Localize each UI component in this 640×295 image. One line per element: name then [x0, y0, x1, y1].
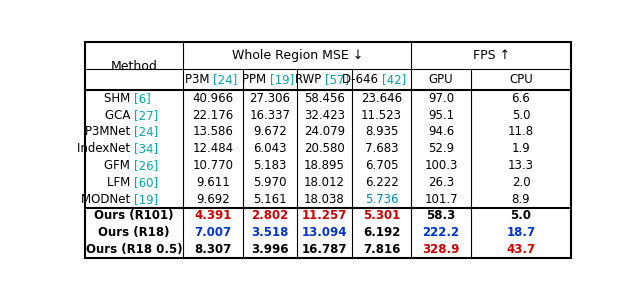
Text: 8.935: 8.935 — [365, 125, 398, 138]
Text: 52.9: 52.9 — [428, 142, 454, 155]
Text: 10.770: 10.770 — [193, 159, 234, 172]
Text: 9.611: 9.611 — [196, 176, 230, 189]
Text: 8.307: 8.307 — [195, 243, 232, 256]
Text: CPU: CPU — [509, 73, 533, 86]
Text: IndexNet: IndexNet — [77, 142, 134, 155]
Text: 101.7: 101.7 — [424, 193, 458, 206]
Text: [57]: [57] — [324, 73, 349, 86]
Text: 7.683: 7.683 — [365, 142, 398, 155]
Text: FPS ↑: FPS ↑ — [472, 49, 509, 62]
Text: GPU: GPU — [429, 73, 453, 86]
Text: 3.996: 3.996 — [252, 243, 289, 256]
Text: 5.0: 5.0 — [511, 209, 531, 222]
Text: Method: Method — [111, 60, 157, 73]
Text: 11.8: 11.8 — [508, 125, 534, 138]
Text: [34]: [34] — [134, 142, 158, 155]
Text: 5.0: 5.0 — [512, 109, 530, 122]
Text: 40.966: 40.966 — [193, 92, 234, 105]
Text: 16.787: 16.787 — [302, 243, 348, 256]
Text: 6.192: 6.192 — [363, 226, 400, 239]
Text: P3M: P3M — [185, 73, 213, 86]
Text: [27]: [27] — [134, 109, 158, 122]
Text: 11.257: 11.257 — [302, 209, 348, 222]
Text: 94.6: 94.6 — [428, 125, 454, 138]
Text: 58.3: 58.3 — [426, 209, 456, 222]
Text: [42]: [42] — [381, 73, 406, 86]
Text: 5.301: 5.301 — [363, 209, 400, 222]
Text: [24]: [24] — [213, 73, 237, 86]
Text: 6.043: 6.043 — [253, 142, 287, 155]
Text: 5.183: 5.183 — [253, 159, 287, 172]
Text: 22.176: 22.176 — [192, 109, 234, 122]
Text: 13.586: 13.586 — [193, 125, 234, 138]
Text: D-646: D-646 — [342, 73, 381, 86]
Text: Ours (R18 0.5): Ours (R18 0.5) — [86, 243, 182, 256]
Text: 18.038: 18.038 — [304, 193, 345, 206]
Text: 222.2: 222.2 — [422, 226, 460, 239]
Text: 5.161: 5.161 — [253, 193, 287, 206]
Text: 12.484: 12.484 — [193, 142, 234, 155]
Text: P3MNet: P3MNet — [85, 125, 134, 138]
Text: 1.9: 1.9 — [511, 142, 531, 155]
Text: 7.007: 7.007 — [195, 226, 232, 239]
Text: 16.337: 16.337 — [250, 109, 291, 122]
Text: 5.970: 5.970 — [253, 176, 287, 189]
Text: Ours (R101): Ours (R101) — [94, 209, 174, 222]
Text: [19]: [19] — [134, 193, 158, 206]
Text: 13.094: 13.094 — [302, 226, 348, 239]
Text: 3.518: 3.518 — [252, 226, 289, 239]
Text: LFM: LFM — [107, 176, 134, 189]
Text: [6]: [6] — [134, 92, 151, 105]
Text: 2.802: 2.802 — [252, 209, 289, 222]
Text: GCA: GCA — [105, 109, 134, 122]
Text: 58.456: 58.456 — [304, 92, 345, 105]
Text: [24]: [24] — [134, 125, 158, 138]
Text: 11.523: 11.523 — [361, 109, 402, 122]
Text: 9.672: 9.672 — [253, 125, 287, 138]
Text: Whole Region MSE ↓: Whole Region MSE ↓ — [232, 49, 363, 62]
Text: 18.895: 18.895 — [304, 159, 345, 172]
Text: [60]: [60] — [134, 176, 158, 189]
Text: 2.0: 2.0 — [511, 176, 531, 189]
Text: PPM: PPM — [242, 73, 270, 86]
Text: 32.423: 32.423 — [304, 109, 345, 122]
Text: 13.3: 13.3 — [508, 159, 534, 172]
Text: 8.9: 8.9 — [511, 193, 531, 206]
Text: 24.079: 24.079 — [304, 125, 345, 138]
Text: SHM: SHM — [104, 92, 134, 105]
Text: 20.580: 20.580 — [304, 142, 345, 155]
Text: 6.6: 6.6 — [511, 92, 531, 105]
Text: 7.816: 7.816 — [363, 243, 400, 256]
Text: RWP: RWP — [294, 73, 324, 86]
Text: 97.0: 97.0 — [428, 92, 454, 105]
Text: 6.705: 6.705 — [365, 159, 398, 172]
Text: 23.646: 23.646 — [361, 92, 402, 105]
Text: Ours (R18): Ours (R18) — [99, 226, 170, 239]
Text: 9.692: 9.692 — [196, 193, 230, 206]
Text: [26]: [26] — [134, 159, 158, 172]
Text: 18.7: 18.7 — [506, 226, 536, 239]
Text: 18.012: 18.012 — [304, 176, 345, 189]
Text: 26.3: 26.3 — [428, 176, 454, 189]
Text: 27.306: 27.306 — [250, 92, 291, 105]
Text: MODNet: MODNet — [81, 193, 134, 206]
Text: 328.9: 328.9 — [422, 243, 460, 256]
Text: 6.222: 6.222 — [365, 176, 399, 189]
Text: 43.7: 43.7 — [506, 243, 536, 256]
Text: 100.3: 100.3 — [424, 159, 458, 172]
Text: 4.391: 4.391 — [195, 209, 232, 222]
Text: 5.736: 5.736 — [365, 193, 398, 206]
Text: 95.1: 95.1 — [428, 109, 454, 122]
Text: [19]: [19] — [270, 73, 294, 86]
Text: GFM: GFM — [104, 159, 134, 172]
